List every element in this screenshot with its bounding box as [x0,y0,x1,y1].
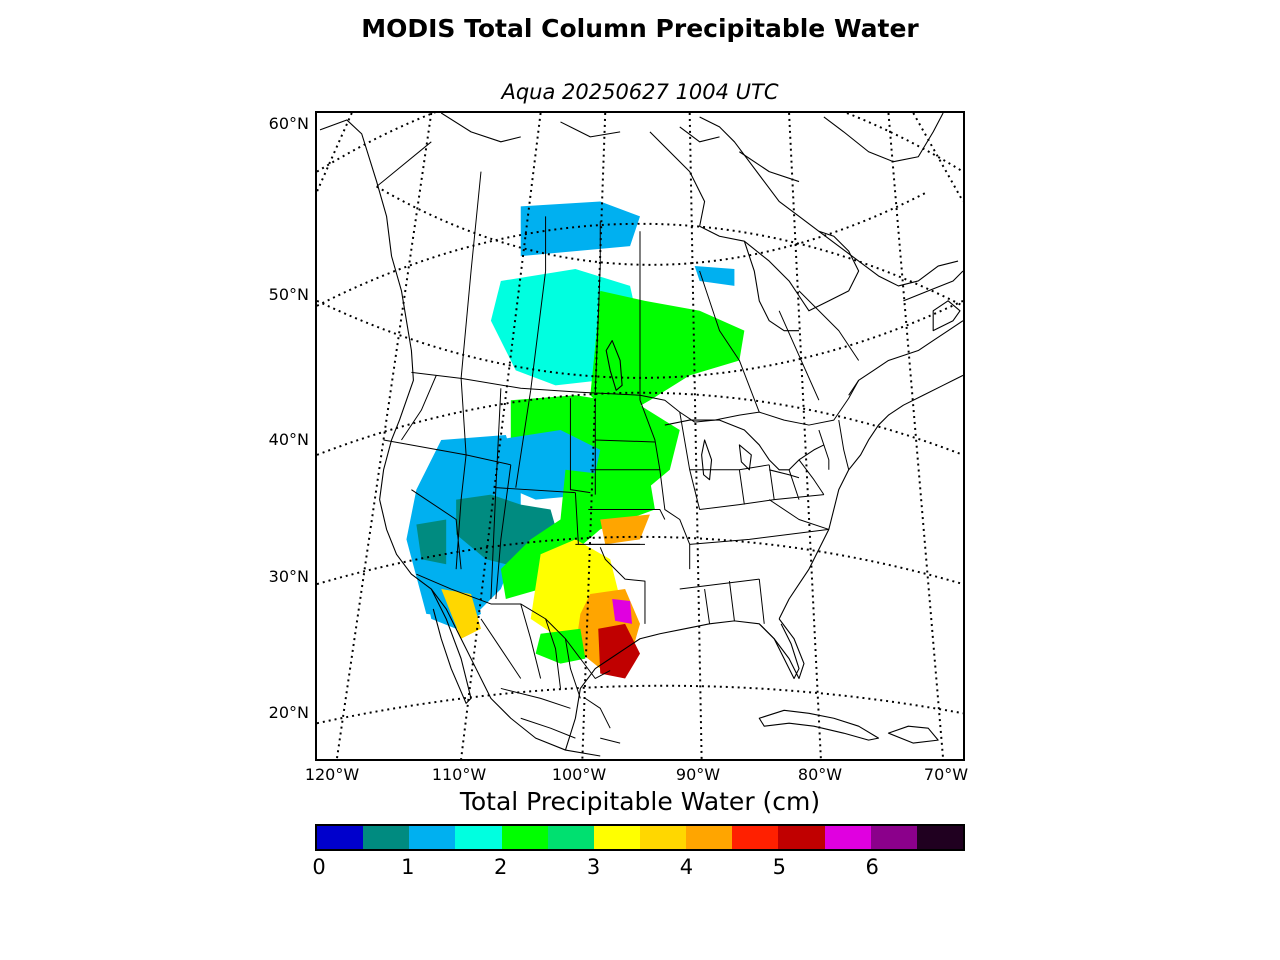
lon-label-80w: 80°W [797,765,843,784]
colorbar-title: Total Precipitable Water (cm) [459,787,821,816]
lon-label-120w: 120°W [304,765,360,784]
us-states-central [588,400,829,624]
florida [758,623,800,680]
parallel-30n [317,535,963,586]
james-bay [743,241,800,332]
precip-oklahoma [600,514,650,545]
lon-label-90w: 90°W [675,765,721,784]
map-frame [315,111,965,761]
precip-baja [441,589,481,639]
mexico-states [480,603,621,744]
greenland [823,113,944,163]
lon-label-100w: 100°W [551,765,607,784]
colorbar-tick-6: 6 [865,855,879,879]
chart-subtitle: Aqua 20250627 1004 UTC [501,80,779,104]
lon-label-70w: 70°W [923,765,969,784]
lat-label-60n: 60°N [268,114,309,133]
precip-plateau-west [416,519,447,565]
meridian-120w [335,113,433,759]
precip-easttexas [612,598,633,624]
arctic-islands [440,113,800,183]
parallel-60n [317,113,963,173]
lon-label-110w: 110°W [431,765,487,784]
canadian-provinces [376,141,860,413]
labrador [818,230,959,287]
borders [376,141,860,744]
west-coast [319,119,601,757]
colorbar-bin-0 [317,826,364,849]
meridian-130w [317,113,353,192]
colorbar-bin-7 [639,826,687,849]
colorbar-bin-1 [363,826,410,849]
lat-label-50n: 50°N [268,285,309,304]
meridian-100w [581,113,607,759]
cuba [758,709,880,741]
us-states-east [768,420,850,530]
colorbar-bin-6 [593,826,640,849]
hispaniola [887,725,939,744]
map-canvas [317,113,963,759]
lat-label-30n: 30°N [268,567,309,586]
canada-us-border [411,371,860,426]
meridian-80w [788,113,822,759]
newfoundland [903,270,963,332]
colorbar-bin-12 [870,826,917,849]
precip-gulfcoast [598,623,640,679]
baja [430,588,472,704]
colorbar-bin-2 [409,826,456,849]
colorbar-bin-4 [501,826,548,849]
colorbar-bin-9 [732,826,779,849]
meridian-110w [460,113,542,759]
colorbar-bin-5 [547,826,594,849]
colorbar-tick-5: 5 [772,855,786,879]
colorbar-tick-0: 0 [312,855,326,879]
colorbar [315,824,965,851]
great-lakes [664,419,825,481]
lat-label-20n: 20°N [268,703,309,722]
colorbar-tick-1: 1 [401,855,415,879]
parallel-50n [317,222,963,307]
hudson-bay [649,116,860,312]
meridian-70w [887,113,945,759]
maritimes [848,320,963,396]
east-coast [778,374,963,620]
colorbar-tick-4: 4 [679,855,694,879]
colorbar-tick-3: 3 [586,855,601,879]
parallel-40n [317,391,963,456]
colorbar-bin-10 [778,826,825,849]
colorbar-bin-8 [686,826,733,849]
precip-lakes [590,290,745,421]
lake-winnipeg [605,340,623,391]
meridian-60w [912,113,963,202]
colorbar-bin-11 [824,826,871,849]
parallel-55n [376,185,929,266]
chart-title: MODIS Total Column Precipitable Water [361,14,919,43]
precip-field [406,201,745,679]
lat-label-40n: 40°N [268,430,309,449]
colorbar-tick-2: 2 [494,855,508,879]
meridian-90w [688,113,703,759]
precip-canada [520,201,640,257]
colorbar-bin-13 [916,826,963,849]
colorbar-bin-3 [455,826,502,849]
us-states-west [383,375,640,600]
gulf-of-mexico [564,618,805,751]
parallel-20n [317,684,963,725]
precip-mexico [535,628,586,664]
precip-canada-east [694,266,735,286]
